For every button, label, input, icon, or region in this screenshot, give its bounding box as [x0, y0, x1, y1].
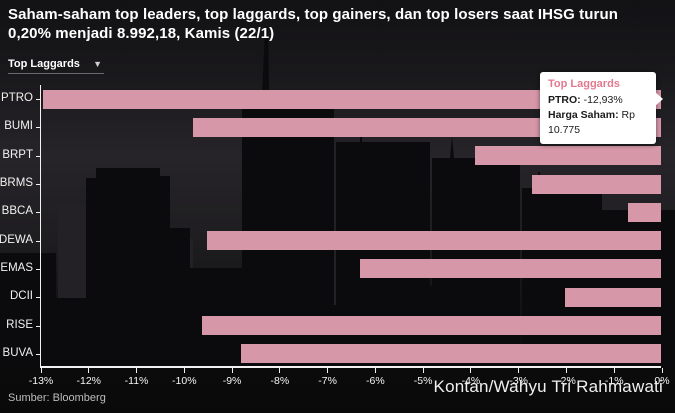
y-axis-label-brms: BRMS	[0, 177, 33, 190]
y-axis-label-emas: EMAS	[0, 261, 33, 274]
y-axis-tick	[36, 240, 41, 242]
bar-buva[interactable]	[240, 344, 661, 364]
x-axis-tick	[518, 368, 520, 373]
x-axis-tick	[136, 368, 138, 373]
x-axis-tick	[88, 368, 90, 373]
x-axis-tick	[183, 368, 185, 373]
x-axis-tick	[374, 368, 376, 373]
x-axis-label: 0%	[654, 375, 670, 387]
x-axis-label: -7%	[318, 375, 337, 387]
x-axis-label: -3%	[509, 375, 529, 387]
x-axis-label: -9%	[222, 375, 242, 387]
x-axis-tick	[613, 368, 615, 373]
y-axis-tick	[36, 353, 41, 355]
x-axis-tick	[422, 368, 424, 373]
x-axis-label: -11%	[124, 375, 149, 387]
x-axis-label: -12%	[76, 375, 102, 387]
x-axis-label: -4%	[461, 375, 481, 387]
y-axis-tick	[36, 184, 41, 186]
x-axis-label: -13%	[28, 375, 54, 387]
tooltip-pointer	[655, 92, 663, 106]
x-axis-label: -10%	[172, 375, 197, 387]
y-axis-label-bbca: BBCA	[1, 205, 33, 218]
y-axis-label-dcii: DCII	[10, 290, 33, 303]
y-axis-label-buva: BUVA	[2, 346, 33, 359]
series-dropdown[interactable]: Top Laggards ▼	[8, 54, 104, 74]
bar-bbca[interactable]	[627, 202, 661, 222]
bar-dewa[interactable]	[207, 231, 661, 251]
x-axis-tick	[470, 368, 472, 373]
y-axis-label-bumi: BUMI	[4, 120, 33, 133]
bar-brpt[interactable]	[474, 146, 661, 166]
x-axis-tick	[279, 368, 281, 373]
x-axis-tick	[327, 368, 329, 373]
y-axis-tick	[36, 99, 41, 101]
x-axis-label: -6%	[366, 375, 385, 387]
source-note: Sumber: Bloomberg	[8, 392, 106, 404]
bar-dcii[interactable]	[565, 287, 661, 307]
y-axis-tick	[36, 155, 41, 157]
x-axis-tick	[565, 368, 567, 373]
bar-ptro[interactable]	[43, 89, 661, 109]
bar-emas[interactable]	[360, 259, 661, 279]
x-axis-tick	[231, 368, 233, 373]
tooltip-value-line: PTRO: -12,93%	[548, 94, 623, 106]
y-axis-tick	[36, 127, 41, 129]
bar-rise[interactable]	[202, 316, 661, 336]
y-axis-label-ptro: PTRO	[1, 92, 33, 105]
x-axis-label: -8%	[270, 375, 290, 387]
y-axis-label-brpt: BRPT	[2, 148, 33, 161]
x-axis-label: -1%	[604, 375, 624, 387]
y-axis-label-rise: RISE	[6, 318, 33, 331]
y-axis-tick	[36, 297, 41, 299]
x-axis-tick	[661, 368, 663, 373]
y-axis-tick	[36, 268, 41, 270]
chart-headline: Saham-saham top leaders, top laggards, t…	[8, 6, 618, 42]
tooltip-title: Top Laggards	[548, 78, 620, 90]
x-axis-tick	[40, 368, 42, 373]
y-axis-tick	[36, 212, 41, 214]
tooltip: Top Laggards PTRO: -12,93% Harga Saham: …	[540, 72, 663, 144]
y-axis-label-dewa: DEWA	[0, 233, 33, 246]
x-axis-label: -2%	[557, 375, 576, 387]
credit-byline: Kontan/Wahyu Tri Rahmawati	[433, 377, 663, 396]
chevron-down-icon: ▼	[93, 58, 102, 69]
y-axis-tick	[36, 325, 41, 327]
bar-brms[interactable]	[532, 174, 661, 194]
tooltip-price-line: Harga Saham: Rp 10.775	[548, 109, 635, 136]
series-dropdown-value: Top Laggards	[8, 57, 80, 70]
x-axis-label: -5%	[413, 375, 433, 387]
